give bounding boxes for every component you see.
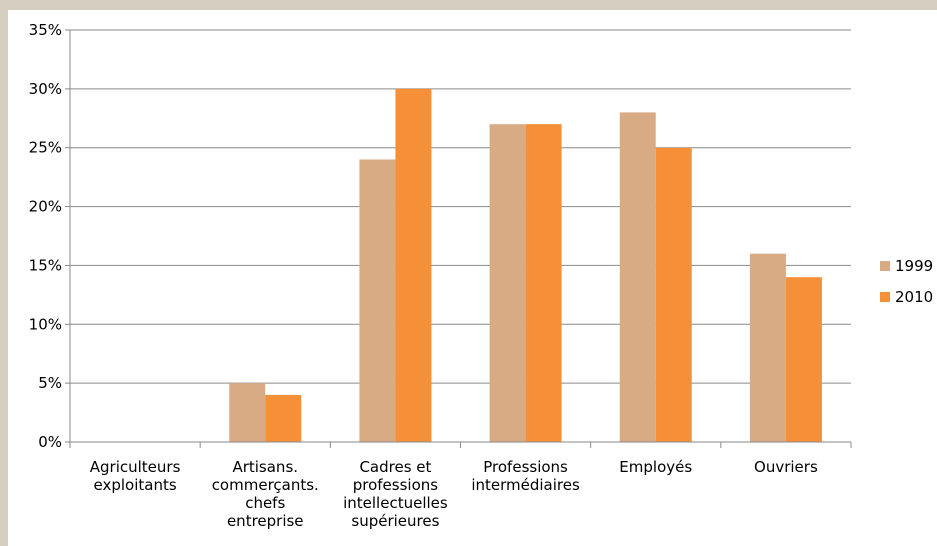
x-category-label: supérieures (351, 512, 439, 530)
x-category-label: commerçants. (212, 476, 319, 494)
x-category-label: Employés (619, 458, 692, 476)
x-category-label: Ouvriers (754, 458, 818, 476)
y-tick-label: 20% (29, 198, 62, 216)
bar-1999-2 (359, 159, 396, 442)
x-category-label: professions (353, 476, 439, 494)
bar-1999-5 (749, 253, 786, 442)
y-tick-label: 5% (38, 374, 62, 392)
x-category-label: Cadres et (359, 458, 431, 476)
legend-swatch-1999 (880, 261, 890, 271)
chart-area: 0% 5% 10% 15% 20% 25% 30% 35% Agriculteurs explo… (8, 10, 937, 546)
bar-2010-2 (395, 88, 432, 442)
x-category-label: Agriculteurs (90, 458, 181, 476)
bar-chart: 0% 5% 10% 15% 20% 25% 30% 35% Agriculteursexplo… (29, 21, 934, 530)
bar-1999-1 (229, 383, 266, 442)
bar-2010-1 (265, 394, 302, 442)
x-category-label: entreprise (227, 512, 304, 530)
x-category-label: intellectuelles (343, 494, 448, 512)
axes (65, 29, 852, 448)
x-category-label: chefs (245, 494, 285, 512)
bar-2010-4 (655, 147, 692, 442)
y-tick-label: 15% (29, 256, 62, 274)
bar-1999-3 (489, 124, 526, 443)
legend-swatch-2010 (880, 292, 890, 302)
x-category-label: exploitants (94, 476, 177, 494)
legend-label-1999: 1999 (895, 257, 933, 275)
y-tick-label: 0% (38, 433, 62, 451)
bar-1999-4 (619, 112, 656, 443)
y-tick-label: 25% (29, 139, 62, 157)
y-tick-label: 10% (29, 315, 62, 333)
bar-2010-5 (785, 277, 822, 442)
x-category-label: intermédiaires (471, 476, 580, 494)
y-axis-tick-labels: 0% 5% 10% 15% 20% 25% 30% 35% (29, 21, 62, 451)
x-category-label: Artisans. (232, 458, 298, 476)
bars (229, 88, 822, 443)
bar-2010-3 (525, 124, 562, 443)
y-tick-label: 35% (29, 21, 62, 39)
legend-label-2010: 2010 (895, 288, 933, 306)
x-category-label: Professions (483, 458, 568, 476)
legend: 1999 2010 (880, 257, 933, 306)
gridlines (70, 29, 851, 384)
y-tick-label: 30% (29, 80, 62, 98)
